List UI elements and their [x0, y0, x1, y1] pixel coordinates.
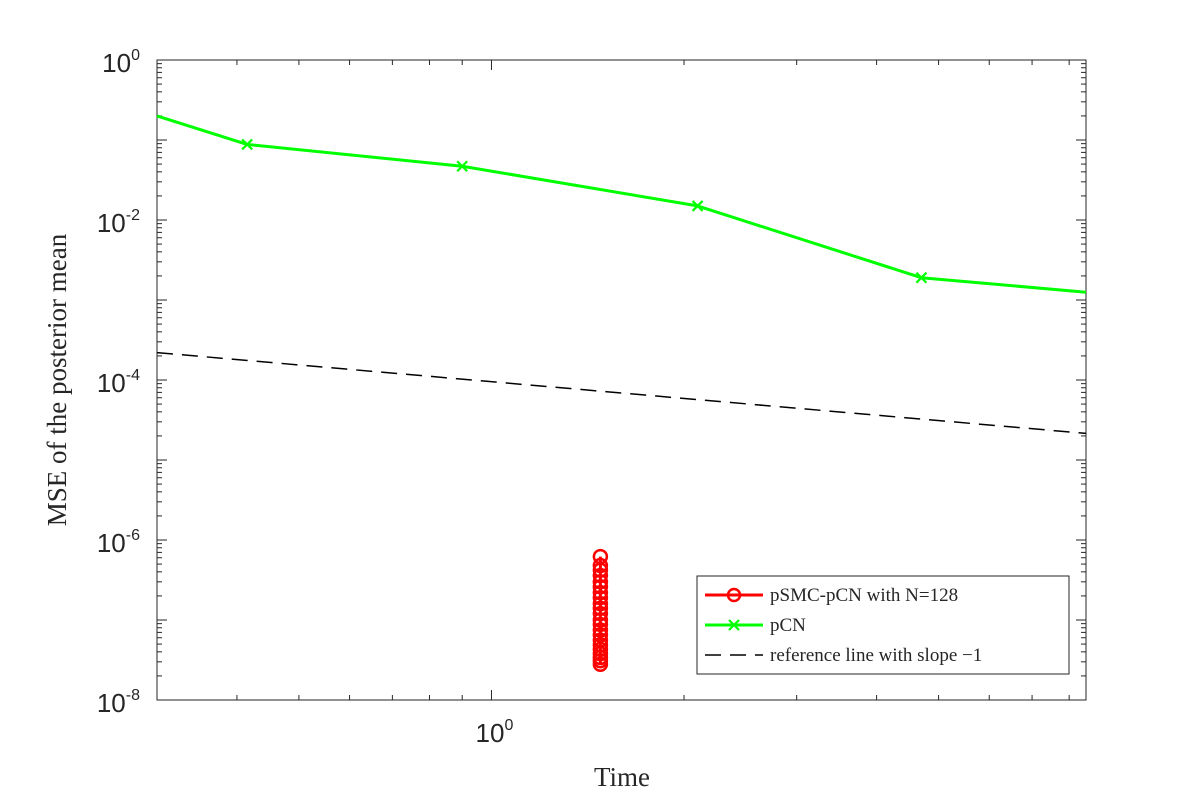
data-point	[592, 557, 609, 574]
data-point	[592, 605, 609, 622]
y-tick-label: 10-6	[97, 527, 140, 558]
data-point	[592, 584, 609, 601]
legend-label: pSMC-pCN with N=128	[770, 585, 958, 606]
y-tick-label: 10-4	[97, 367, 140, 398]
data-point	[241, 138, 253, 151]
legend-entry: pSMC-pCN with N=128	[705, 585, 958, 606]
data-point	[691, 200, 704, 212]
y-tick-label: 10-8	[97, 687, 140, 718]
legend-label: pCN	[770, 615, 806, 636]
legend: pSMC-pCN with N=128 pCN reference line wit…	[696, 575, 1070, 675]
legend-entry: pCN	[705, 615, 806, 636]
legend-entry: reference line with slope −1	[705, 645, 982, 666]
x-tick-label: 100	[476, 717, 514, 748]
data-point	[592, 616, 609, 633]
data-point	[592, 589, 609, 606]
data-point	[592, 567, 609, 584]
data-point	[592, 579, 609, 595]
data-point	[592, 600, 609, 617]
data-point	[592, 656, 609, 672]
data-point	[592, 622, 609, 638]
tick-labels: 100 10-2 10-4 10-6 10-8 100	[97, 47, 514, 748]
data-point	[592, 627, 609, 643]
data-point	[592, 574, 609, 590]
series-2	[156, 351, 1087, 435]
series-0	[592, 548, 609, 672]
data-point	[592, 562, 609, 578]
series-layer	[156, 114, 1087, 672]
tick-marks	[156, 59, 1086, 701]
legend-marker	[728, 619, 740, 631]
data-point	[592, 612, 609, 628]
legend-marker	[726, 587, 742, 603]
data-point	[592, 641, 609, 658]
legend-label: reference line with slope −1	[770, 645, 982, 666]
x-axis-title: Time	[594, 762, 650, 792]
data-point	[456, 160, 468, 173]
data-point	[915, 271, 928, 284]
y-tick-label: 10-2	[97, 207, 140, 238]
data-point	[592, 595, 609, 612]
y-tick-label: 100	[102, 47, 140, 78]
series-line	[156, 114, 1087, 294]
y-axis-title: MSE of the posterior mean	[42, 233, 72, 526]
series-1	[156, 114, 1087, 294]
series-line	[156, 351, 1087, 435]
